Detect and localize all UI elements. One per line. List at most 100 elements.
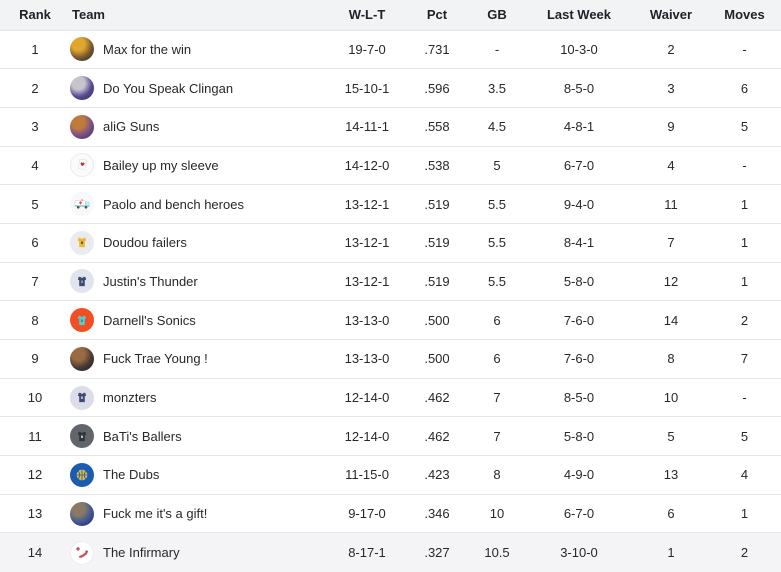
team-pct: .327: [404, 532, 470, 572]
team-link[interactable]: The Infirmary: [70, 540, 330, 565]
team-moves: 2: [708, 300, 781, 340]
team-name: Paolo and bench heroes: [103, 196, 244, 212]
team-waiver: 1: [634, 532, 708, 572]
team-moves: 1: [708, 493, 781, 533]
team-pct: .462: [404, 416, 470, 456]
jersey-icon: [70, 308, 94, 333]
team-rank: 3: [0, 106, 70, 147]
team-link[interactable]: Justin's Thunder: [70, 269, 330, 294]
team-rank: 5: [0, 184, 70, 224]
team-pct: .519: [404, 184, 470, 224]
team-name: The Dubs: [103, 467, 160, 483]
column-header-rank: Rank: [0, 0, 70, 30]
jersey-icon: [70, 385, 94, 410]
team-waiver: 2: [634, 29, 708, 69]
team-name: aliG Suns: [103, 119, 160, 135]
team-wlt: 13-13-0: [330, 300, 404, 340]
team-wlt: 12-14-0: [330, 377, 404, 417]
team-link[interactable]: BaTi's Ballers: [70, 424, 330, 449]
team-last-week: 3-10-0: [524, 532, 634, 572]
column-header-moves: Moves: [708, 0, 781, 30]
team-link[interactable]: Paolo and bench heroes: [70, 192, 330, 217]
team-row: 7 Justin's Thunder 13-12-1 .519 5.5 5-8-…: [0, 261, 781, 301]
team-row: 14 The Infirmary 8-17-1 .327 10.5 3-10-0…: [0, 532, 781, 572]
team-gb: 4.5: [470, 106, 524, 147]
team-pct: .462: [404, 377, 470, 417]
basketball-icon: [70, 462, 94, 487]
team-last-week: 6-7-0: [524, 145, 634, 185]
team-moves: -: [708, 145, 781, 185]
team-row: 6 Doudou failers 13-12-1 .519 5.5 8-4-1 …: [0, 222, 781, 263]
column-header-last-week: Last Week: [524, 0, 634, 30]
team-photo-avatar: [70, 37, 94, 62]
team-waiver: 10: [634, 377, 708, 417]
team-link[interactable]: Fuck Trae Young !: [70, 346, 330, 371]
team-moves: 6: [708, 68, 781, 108]
team-link[interactable]: Do You Speak Clingan: [70, 76, 330, 101]
team-rank: 4: [0, 145, 70, 185]
team-waiver: 6: [634, 493, 708, 533]
team-gb: 5.5: [470, 222, 524, 263]
team-moves: 1: [708, 222, 781, 263]
team-photo-avatar: [70, 114, 94, 139]
team-wlt: 8-17-1: [330, 532, 404, 572]
team-gb: 3.5: [470, 68, 524, 108]
team-row: 2 Do You Speak Clingan 15-10-1 .596 3.5 …: [0, 68, 781, 108]
team-pct: .500: [404, 339, 470, 379]
team-name: Do You Speak Clingan: [103, 80, 234, 96]
standings-body: 1 Max for the win 19-7-0 .731 - 10-3-0 2…: [0, 29, 781, 572]
team-waiver: 14: [634, 300, 708, 340]
team-wlt: 13-12-1: [330, 184, 404, 224]
team-last-week: 7-6-0: [524, 339, 634, 379]
team-gb: 5.5: [470, 184, 524, 224]
team-row: 11 BaTi's Ballers 12-14-0 .462 7 5-8-0 5…: [0, 416, 781, 456]
team-moves: 1: [708, 184, 781, 224]
team-link[interactable]: monzters: [70, 385, 330, 410]
team-waiver: 13: [634, 455, 708, 495]
team-link[interactable]: Darnell's Sonics: [70, 308, 330, 333]
team-wlt: 19-7-0: [330, 29, 404, 69]
team-waiver: 9: [634, 106, 708, 147]
team-pct: .519: [404, 261, 470, 301]
column-header-pct: Pct: [404, 0, 470, 30]
team-last-week: 10-3-0: [524, 29, 634, 69]
team-gb: 7: [470, 377, 524, 417]
team-rank: 7: [0, 261, 70, 301]
playing-card-icon: [70, 153, 94, 178]
team-link[interactable]: aliG Suns: [70, 114, 330, 139]
column-header-gb: GB: [470, 0, 524, 30]
team-row: 8 Darnell's Sonics 13-13-0 .500 6 7-6-0 …: [0, 300, 781, 340]
team-gb: 7: [470, 416, 524, 456]
team-waiver: 7: [634, 222, 708, 263]
team-rank: 1: [0, 29, 70, 69]
team-name: Doudou failers: [103, 235, 187, 251]
team-link[interactable]: Doudou failers: [70, 230, 330, 255]
team-waiver: 12: [634, 261, 708, 301]
team-row: 5 Paolo and bench heroes 13-12-1 .519 5.…: [0, 184, 781, 224]
team-wlt: 15-10-1: [330, 68, 404, 108]
team-rank: 10: [0, 377, 70, 417]
jersey-icon: [70, 269, 94, 294]
team-link[interactable]: Bailey up my sleeve: [70, 153, 330, 178]
team-last-week: 8-4-1: [524, 222, 634, 263]
team-name: Justin's Thunder: [103, 273, 198, 289]
team-wlt: 13-12-1: [330, 261, 404, 301]
team-row: 4 Bailey up my sleeve 14-12-0 .538 5 6-7…: [0, 145, 781, 185]
team-row: 9 Fuck Trae Young ! 13-13-0 .500 6 7-6-0…: [0, 339, 781, 379]
team-moves: -: [708, 29, 781, 69]
team-rank: 9: [0, 339, 70, 379]
team-row: 12 The Dubs 11-15-0 .423 8 4-9-0 13 4: [0, 455, 781, 495]
team-moves: 5: [708, 416, 781, 456]
team-link[interactable]: Fuck me it's a gift!: [70, 501, 330, 526]
team-link[interactable]: The Dubs: [70, 462, 330, 487]
team-last-week: 9-4-0: [524, 184, 634, 224]
column-header-waiver: Waiver: [634, 0, 708, 30]
team-rank: 13: [0, 493, 70, 533]
team-moves: -: [708, 377, 781, 417]
team-link[interactable]: Max for the win: [70, 37, 330, 62]
team-last-week: 4-8-1: [524, 106, 634, 147]
team-name: Fuck me it's a gift!: [103, 506, 208, 522]
team-name: The Infirmary: [103, 545, 180, 561]
team-moves: 4: [708, 455, 781, 495]
